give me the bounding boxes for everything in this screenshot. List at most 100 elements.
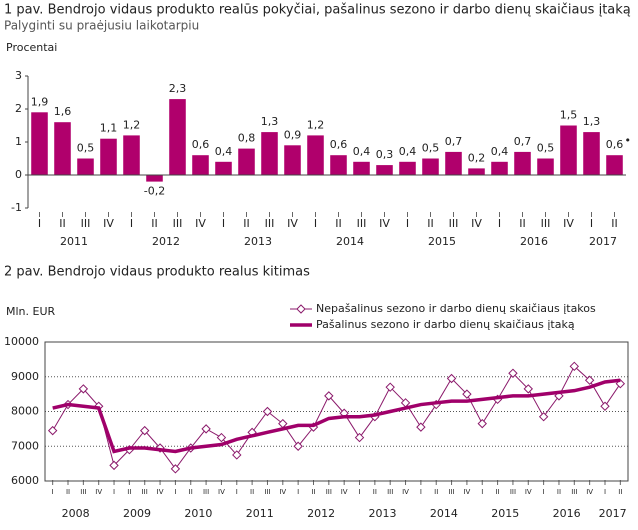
marker — [293, 441, 303, 451]
year-label: 2017 — [599, 507, 627, 520]
y-tick-label: 8000 — [11, 405, 39, 418]
x-tick-label: III — [81, 217, 91, 230]
x-tick-label: IV — [218, 488, 225, 496]
y-tick-label: 0 — [15, 168, 22, 181]
y-tick-label: 9000 — [11, 370, 39, 383]
y-tick-label: 7000 — [11, 439, 39, 452]
x-tick-label: IV — [563, 217, 574, 230]
marker — [262, 406, 273, 417]
year-label: 2012 — [152, 235, 180, 248]
bar — [169, 99, 186, 175]
x-tick-label: III — [449, 217, 459, 230]
x-tick-label: II — [243, 217, 250, 230]
marker — [538, 412, 549, 422]
data-label: 0,7 — [514, 135, 532, 148]
data-label: 1,9 — [31, 95, 49, 108]
x-tick-label: I — [604, 488, 606, 496]
data-label: -0,2 — [144, 185, 165, 198]
x-tick-label: III — [510, 488, 516, 496]
y-axis-label: Mln. EUR — [6, 305, 56, 318]
marker — [584, 375, 595, 385]
marker — [446, 373, 457, 384]
bar — [31, 112, 48, 175]
data-label: 1,2 — [123, 118, 141, 131]
year-label: 2015 — [491, 507, 519, 520]
data-label: 0,6 — [330, 138, 348, 151]
data-label: 1,1 — [100, 122, 118, 135]
legend-marker — [296, 304, 306, 314]
x-tick-label: III — [264, 488, 270, 496]
x-tick-label: III — [571, 488, 577, 496]
marker — [523, 384, 533, 394]
y-tick-label: 2 — [15, 102, 22, 115]
x-tick-label: I — [358, 488, 360, 496]
marker — [600, 401, 610, 411]
marker — [78, 384, 89, 394]
x-tick-label: I — [590, 217, 593, 230]
data-label: 0,5 — [77, 142, 95, 155]
marker — [216, 432, 227, 443]
marker — [477, 418, 487, 429]
bar — [606, 155, 623, 175]
x-tick-label: II — [66, 488, 70, 496]
x-tick-label: II — [127, 488, 131, 496]
year-label: 2013 — [244, 235, 272, 248]
bar — [54, 122, 71, 175]
data-label: 1,3 — [261, 115, 279, 128]
y-tick-label: -1 — [11, 201, 22, 214]
x-tick-label: IV — [341, 488, 348, 496]
bar — [261, 132, 278, 175]
data-label: 0,3 — [376, 148, 394, 161]
x-tick-label: II — [611, 217, 618, 230]
y-tick-label: 10000 — [4, 335, 39, 348]
x-tick-label: II — [618, 488, 622, 496]
bar — [537, 158, 554, 175]
year-label: 2013 — [369, 507, 397, 520]
year-label: 2016 — [553, 507, 581, 520]
x-tick-label: III — [265, 217, 275, 230]
x-tick-label: I — [543, 488, 545, 496]
marker — [462, 389, 472, 399]
marker — [232, 450, 242, 460]
x-tick-label: III — [541, 217, 551, 230]
x-tick-label: IV — [195, 217, 206, 230]
data-label: 0,6 — [192, 138, 210, 151]
bar — [215, 161, 232, 175]
marker — [324, 391, 334, 401]
x-tick-label: IV — [279, 488, 286, 496]
year-label: 2009 — [123, 507, 151, 520]
bar — [238, 148, 255, 175]
data-label: 1,3 — [583, 115, 601, 128]
marker — [140, 425, 150, 436]
year-label: 2014 — [430, 507, 458, 520]
year-label: 2017 — [589, 235, 617, 248]
chart-title: 1 pav. Bendrojo vidaus produkto realūs p… — [4, 3, 631, 18]
x-tick-label: II — [373, 488, 377, 496]
x-tick-label: II — [496, 488, 500, 496]
x-tick-label: IV — [471, 217, 482, 230]
year-label: 2016 — [520, 235, 548, 248]
year-label: 2012 — [307, 507, 335, 520]
bar — [284, 145, 301, 175]
marker — [354, 432, 365, 443]
chart-subtitle: Palyginti su praėjusiu laikotarpiu — [4, 19, 199, 33]
marker — [170, 464, 181, 474]
x-tick-label: IV — [95, 488, 102, 496]
bar — [514, 151, 531, 175]
x-tick-label: I — [498, 217, 501, 230]
x-tick-label: I — [236, 488, 238, 496]
x-tick-label: I — [481, 488, 483, 496]
y-tick-label: 1 — [15, 135, 22, 148]
year-label: 2015 — [428, 235, 456, 248]
year-label: 2008 — [62, 507, 90, 520]
x-tick-label: IV — [157, 488, 164, 496]
annotation: • — [625, 134, 632, 147]
bar — [192, 155, 209, 175]
y-axis-label: Procentai — [6, 41, 57, 54]
x-tick-label: IV — [525, 488, 532, 496]
x-tick-label: II — [59, 217, 66, 230]
x-tick-label: II — [189, 488, 193, 496]
data-label: 2,3 — [169, 82, 187, 95]
chart-title: 2 pav. Bendrojo vidaus produkto realus k… — [4, 265, 310, 280]
